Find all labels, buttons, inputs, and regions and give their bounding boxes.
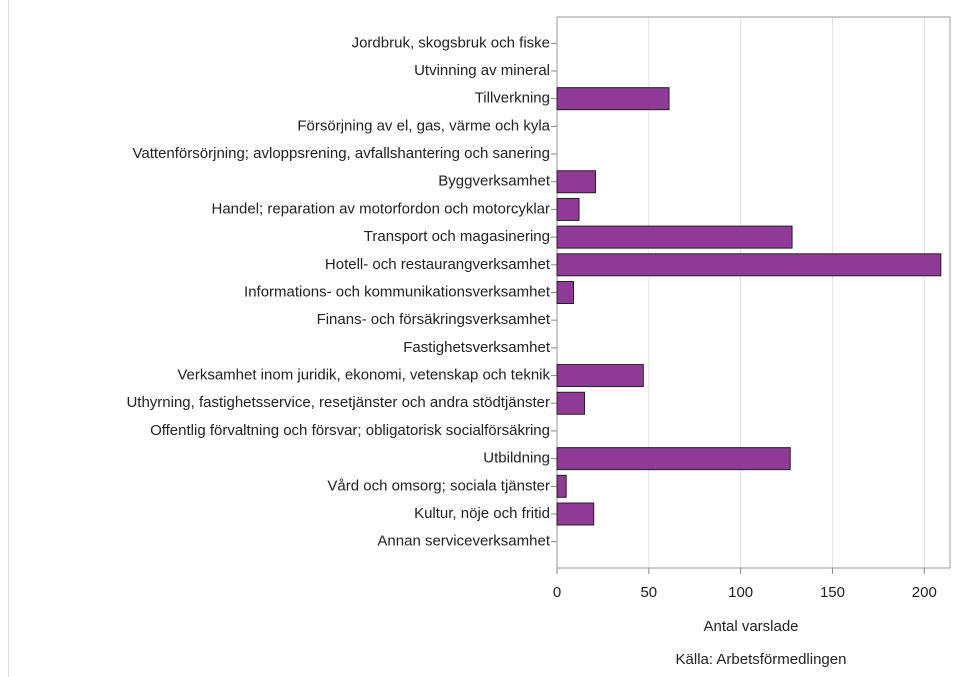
y-tick-label: Jordbruk, skogsbruk och fiske [352, 34, 550, 51]
x-tick-label: 200 [912, 584, 937, 601]
y-tick-label: Uthyrning, fastighetsservice, resetjänst… [126, 394, 550, 411]
x-axis-label: Antal varslade [703, 618, 798, 635]
y-tick-label: Utbildning [483, 450, 550, 467]
x-tick-label: 0 [553, 584, 561, 601]
source: Källa: Arbetsförmedlingen [676, 651, 847, 668]
bar [556, 364, 644, 388]
bar [556, 474, 567, 498]
y-tick-label: Kultur, nöje och fritid [414, 505, 550, 522]
y-tick-label: Vård och omsorg; sociala tjänster [327, 477, 550, 494]
bar [556, 170, 597, 194]
y-tick-label: Offentlig förvaltning och försvar; oblig… [150, 422, 550, 439]
y-tick-label: Informations- och kommunikationsverksamh… [244, 283, 551, 300]
bar [556, 197, 580, 221]
bar [556, 225, 793, 249]
y-tick-label: Finans- och försäkringsverksamhet [317, 311, 551, 328]
bar [556, 502, 595, 526]
y-tick-label: Transport och magasinering [364, 228, 550, 245]
y-tick-label: Vattenförsörjning; avloppsrening, avfall… [133, 145, 550, 162]
bar [556, 87, 670, 111]
x-tick-label: 50 [640, 584, 657, 601]
x-tick-label: 150 [820, 584, 845, 601]
y-tick-label: Annan serviceverksamhet [377, 533, 550, 550]
y-tick-label: Fastighetsverksamhet [403, 339, 551, 356]
bar [556, 253, 942, 277]
bar [556, 281, 575, 304]
y-tick-label: Handel; reparation av motorfordon och mo… [212, 200, 551, 217]
bar [556, 391, 586, 415]
y-tick-label: Försörjning av el, gas, värme och kyla [297, 117, 550, 134]
x-tick-label: 100 [728, 584, 753, 601]
y-tick-label: Hotell- och restaurangverksamhet [325, 256, 551, 273]
y-tick-label: Verksamhet inom juridik, ekonomi, vetens… [177, 367, 550, 384]
y-tick-label: Byggverksamhet [438, 173, 551, 190]
y-tick-label: Tillverkning [475, 90, 550, 107]
bar [556, 447, 791, 471]
y-tick-label: Utvinning av mineral [414, 62, 550, 79]
